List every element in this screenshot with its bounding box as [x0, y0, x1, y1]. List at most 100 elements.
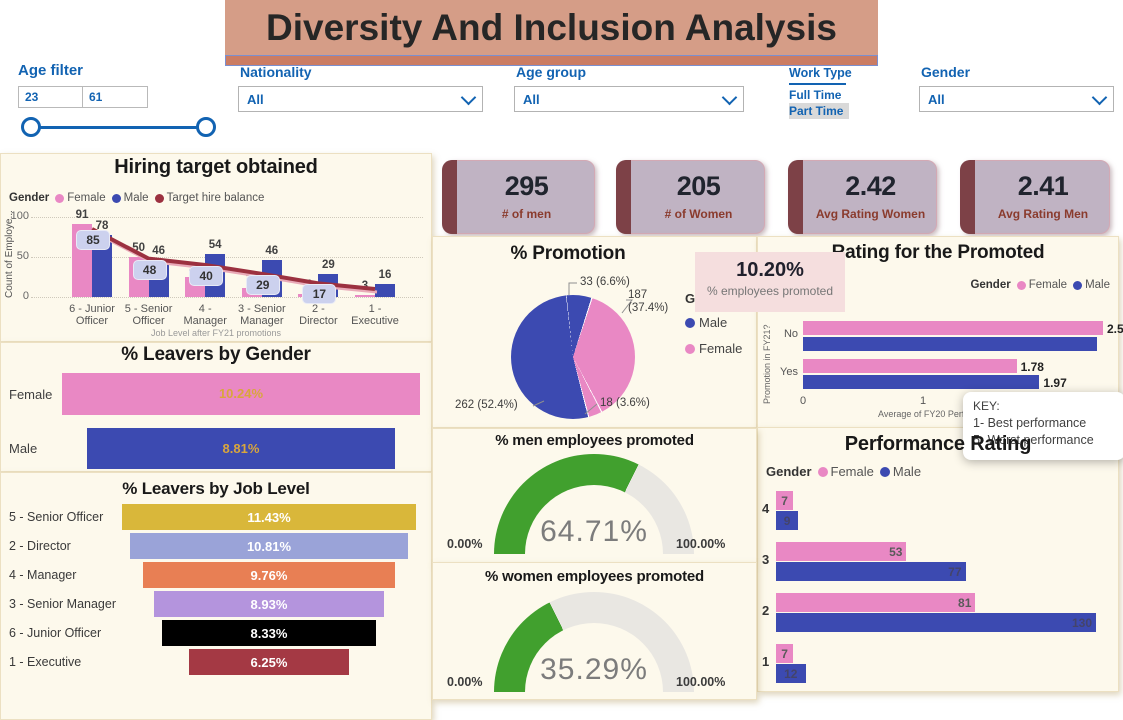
bar-value-label: 130: [1071, 616, 1092, 630]
leavers-by-gender-panel: % Leavers by Gender Female 10.24% Male 8.81…: [0, 342, 432, 472]
age-slider-handle-max[interactable]: [196, 117, 216, 137]
nationality-value: All: [247, 91, 264, 107]
bar-female[interactable]: [776, 593, 976, 612]
gridline: [31, 297, 423, 298]
bar-value-label: 12: [784, 667, 798, 681]
pie-callout-label: 33 (6.6%): [580, 276, 630, 288]
funnel-cat-label: 2 - Director: [9, 539, 71, 553]
work-type-option-full-time[interactable]: Full Time: [789, 88, 842, 102]
bar-female[interactable]: [803, 321, 1103, 335]
age-max-input[interactable]: [82, 86, 148, 108]
age-min-input[interactable]: [18, 86, 84, 108]
legend-item: Female: [817, 464, 874, 479]
x-axis-label: Average of FY20 Performance Rating: [878, 409, 1028, 419]
gauge-max-label: 100.00%: [676, 537, 726, 551]
chevron-down-icon: [460, 89, 477, 106]
funnel-cat-label: 1 - Executive: [9, 655, 82, 669]
bar-value-label: 81: [958, 596, 972, 610]
legend-title: Gender: [970, 279, 1011, 291]
legend-dot-icon: [817, 466, 828, 477]
funnel-bar-label: 8.81%: [222, 441, 260, 456]
funnel-bar[interactable]: [143, 562, 395, 588]
performance-rating-panel: Performance Rating Gender Female Male 4 7 9 3 5…: [757, 427, 1119, 692]
gauge-min-label: 0.00%: [447, 675, 483, 689]
bar-female[interactable]: [776, 542, 907, 561]
kpi-card-avg-rating-men[interactable]: 2.41 Avg Rating Men: [960, 160, 1110, 234]
funnel-bar[interactable]: [188, 649, 350, 675]
bar-male[interactable]: [776, 511, 799, 530]
bar-male[interactable]: [776, 562, 966, 581]
y-axis-label: Promotion in FY21?: [762, 324, 772, 404]
hiring-target-panel: Hiring target obtained 0 50 100 Count of Em…: [0, 153, 432, 342]
funnel-cat-label: 6 - Junior Officer: [9, 626, 102, 640]
chevron-down-icon: [1091, 89, 1108, 106]
chevron-down-icon: [721, 89, 738, 106]
bar-value-label: 1.78: [1020, 360, 1044, 374]
promoted-pct-card[interactable]: 10.20% % employees promoted: [695, 252, 845, 312]
pie-callout-label: 187 (37.4%): [628, 289, 669, 314]
bar-male[interactable]: [776, 664, 806, 683]
gauge-arc[interactable]: [494, 592, 694, 692]
funnel-bar[interactable]: [122, 504, 416, 530]
y-tick-label: 0: [22, 290, 29, 302]
legend-dot-icon: [879, 466, 890, 477]
legend-item-label: Female: [699, 341, 743, 356]
x-tick-label: 0: [799, 395, 807, 407]
legend-item: Male: [879, 464, 922, 479]
performance-rating-title: Performance Rating: [844, 433, 1032, 455]
nationality-dropdown[interactable]: All: [238, 86, 483, 112]
y-tick-label: 100: [10, 210, 29, 222]
legend-dot-icon: [685, 317, 695, 328]
funnel-bar[interactable]: [161, 620, 377, 646]
bar-female[interactable]: [803, 359, 1017, 373]
bar-male[interactable]: [803, 375, 1040, 389]
leavers-gender-title: % Leavers by Gender: [121, 344, 311, 365]
age-filter-label: Age filter: [18, 62, 84, 79]
promotion-pie[interactable]: [511, 295, 635, 419]
kpi-accent-strip: [442, 160, 457, 234]
age-slider-track[interactable]: [30, 126, 205, 129]
funnel-cat-label: Male: [9, 441, 38, 456]
kpi-card-women-count[interactable]: 205 # of Women: [616, 160, 765, 234]
gender-dropdown[interactable]: All: [919, 86, 1114, 112]
funnel-bar[interactable]: [154, 591, 384, 617]
funnel-bar-label: 9.76%: [250, 568, 288, 583]
funnel-bar[interactable]: [86, 428, 395, 469]
age-group-dropdown[interactable]: All: [514, 86, 744, 112]
funnel-bar-label: 8.93%: [250, 597, 288, 612]
bar-value-label: 46: [265, 245, 279, 258]
funnel-bar[interactable]: [62, 373, 420, 415]
bar-female[interactable]: [776, 644, 794, 663]
legend-item-label: Male: [892, 464, 922, 479]
age-slider-handle-min[interactable]: [21, 117, 41, 137]
funnel-bar[interactable]: [129, 533, 409, 559]
legend-item: Male: [685, 315, 727, 330]
kpi-accent-strip: [788, 160, 803, 234]
bar-male[interactable]: [776, 613, 1096, 632]
men-gauge-title: % men employees promoted: [495, 432, 694, 449]
work-type-option-part-time[interactable]: Part Time: [789, 103, 850, 119]
target-value-box: 29: [245, 274, 280, 295]
bar-female[interactable]: [355, 294, 375, 297]
bar-female[interactable]: [776, 491, 794, 510]
target-value-box: 48: [132, 259, 167, 280]
gauge-max-label: 100.00%: [676, 675, 726, 689]
legend-item: Female: [55, 192, 106, 204]
gauge-arc[interactable]: [494, 454, 694, 554]
bar-male[interactable]: [803, 337, 1097, 351]
legend: Gender Female Male: [766, 464, 921, 479]
kpi-value: 295: [504, 171, 549, 201]
legend-item-label: Female: [830, 464, 874, 479]
kpi-accent-strip: [616, 160, 631, 234]
kpi-card-men-count[interactable]: 295 # of men: [442, 160, 595, 234]
gauge-value: 35.29%: [540, 653, 648, 686]
x-tick-label: 1 - Executive: [351, 303, 399, 327]
gender-value: All: [928, 91, 945, 107]
x-tick-label: 4 - Manager: [183, 303, 227, 327]
kpi-card-avg-rating-women[interactable]: 2.42 Avg Rating Women: [788, 160, 937, 234]
bar-male[interactable]: [375, 284, 395, 297]
kpi-value: 2.41: [1017, 171, 1069, 201]
work-type-underline: [789, 83, 846, 85]
bar-value-label: 46: [152, 245, 165, 258]
x-tick-label: 5 - Senior Officer: [124, 303, 173, 327]
